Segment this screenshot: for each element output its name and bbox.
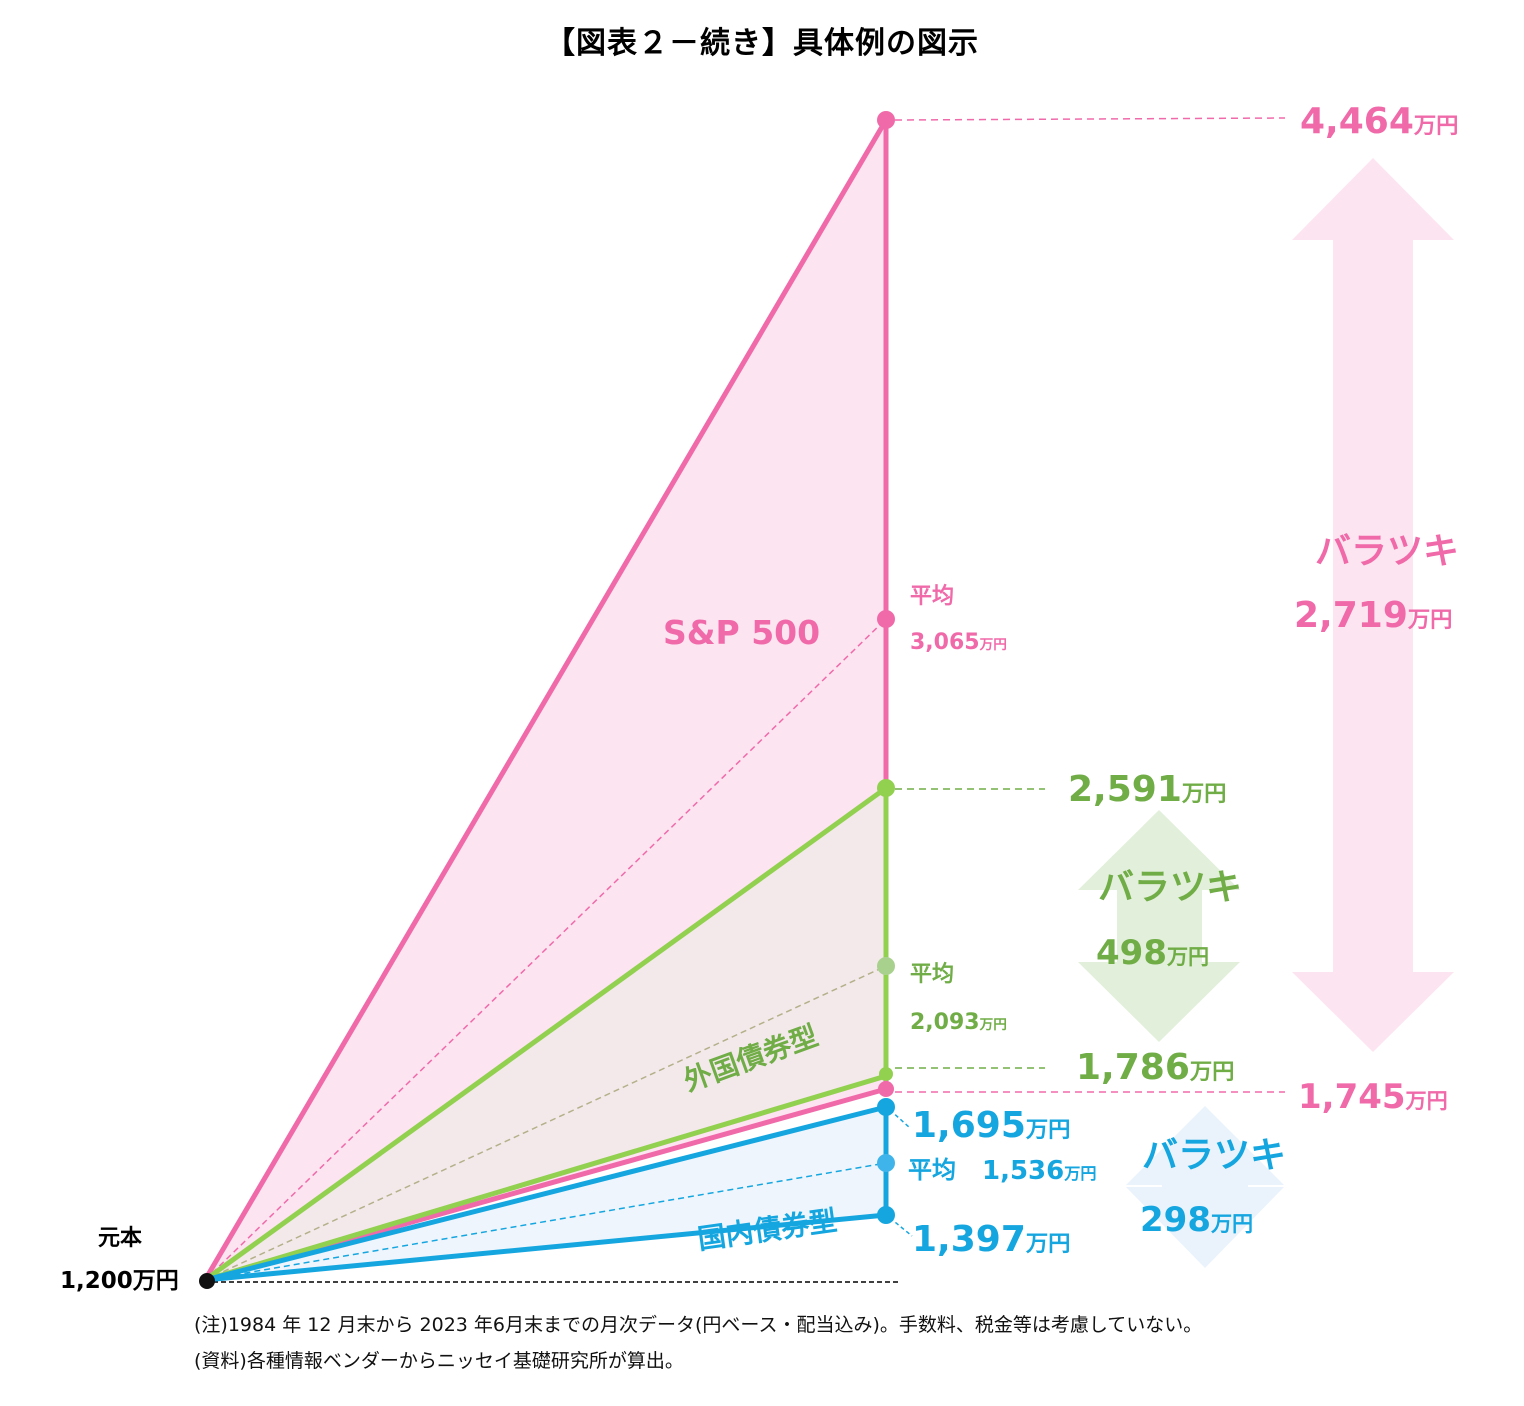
sp500-series-label: S&P 500 bbox=[663, 613, 821, 652]
foreign-avg-label: 平均 bbox=[910, 962, 955, 987]
footnote: (注)1984 年 12 月末から 2023 年6月末までの月次データ(円ベース… bbox=[194, 1314, 1203, 1336]
domestic-spread-arrow bbox=[1125, 1106, 1285, 1268]
foreign-spread-value: 498万円 bbox=[1096, 933, 1210, 973]
sp500-max-value: 4,464万円 bbox=[1300, 101, 1459, 142]
origin-point bbox=[199, 1273, 215, 1289]
sp500-min-value: 1,745万円 bbox=[1298, 1077, 1448, 1117]
foreign-bond-avg-line bbox=[204, 965, 887, 1281]
sp500-max-leader bbox=[894, 117, 1286, 121]
foreign-min-point bbox=[879, 1067, 893, 1081]
domestic-avg-point bbox=[877, 1154, 895, 1172]
domestic-max-value: 1,695万円 bbox=[912, 1105, 1071, 1146]
sp500-avg-label: 平均 bbox=[910, 584, 955, 609]
domestic-avg-value: 1,536万円 bbox=[982, 1156, 1097, 1186]
origin-value: 1,200万円 bbox=[60, 1268, 179, 1294]
foreign-max-value: 2,591万円 bbox=[1068, 769, 1227, 810]
domestic-bond-avg-line bbox=[204, 1162, 887, 1281]
foreign-avg-point bbox=[877, 957, 895, 975]
chart-title: 【図表２－続き】具体例の図示 bbox=[545, 26, 979, 61]
domestic-min-leader bbox=[889, 1217, 913, 1237]
foreign-spread-arrow bbox=[1078, 810, 1240, 1042]
foreign-bond-outline bbox=[203, 785, 889, 1283]
sp500-avg-value: 3,065万円 bbox=[910, 630, 1007, 655]
domestic-spread-value: 298万円 bbox=[1140, 1200, 1254, 1240]
origin-label: 元本 bbox=[98, 1226, 143, 1251]
foreign-min-value: 1,786万円 bbox=[1076, 1047, 1235, 1088]
sp500-max-point bbox=[877, 111, 895, 129]
foreign-max-point bbox=[877, 779, 895, 797]
domestic-min-value: 1,397万円 bbox=[912, 1219, 1071, 1260]
sp500-spread-label: バラツキ bbox=[1315, 531, 1460, 572]
sp500-spread-value: 2,719万円 bbox=[1294, 595, 1453, 636]
foreign-avg-value: 2,093万円 bbox=[910, 1010, 1007, 1035]
sp500-min-point bbox=[878, 1081, 894, 1097]
domestic-spread-label: バラツキ bbox=[1142, 1135, 1287, 1176]
sp500-avg-point bbox=[877, 610, 895, 628]
domestic-avg-label: 平均 bbox=[908, 1156, 956, 1184]
domestic-min-point bbox=[877, 1206, 895, 1224]
sp500-outline bbox=[202, 117, 889, 1283]
sp500-avg-line bbox=[204, 618, 887, 1281]
foreign-spread-label: バラツキ bbox=[1098, 867, 1243, 908]
source-note: (資料)各種情報ベンダーからニッセイ基礎研究所が算出。 bbox=[194, 1350, 684, 1372]
domestic-max-leader bbox=[889, 1109, 911, 1129]
domestic-max-point bbox=[877, 1098, 895, 1116]
sp500-spread-arrow bbox=[1292, 158, 1454, 1052]
